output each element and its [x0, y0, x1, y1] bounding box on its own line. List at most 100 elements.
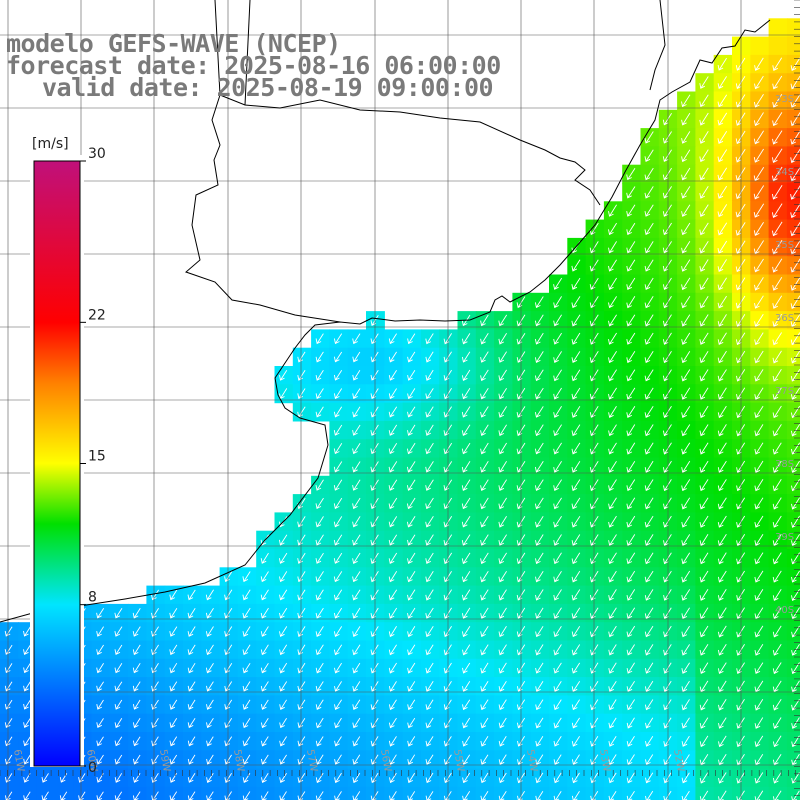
wind-arrow [534, 332, 544, 345]
wind-arrow [224, 717, 233, 729]
wind-arrow [717, 222, 728, 236]
wind-arrow [626, 296, 636, 309]
wind-arrow [571, 460, 581, 473]
wind-arrow [406, 442, 416, 455]
wind-arrow [718, 735, 727, 748]
wind-arrow [571, 625, 581, 638]
wind-arrow [114, 626, 123, 637]
wind-arrow [480, 644, 489, 656]
wind-arrow [535, 736, 544, 747]
wind-arrow [608, 772, 617, 784]
wind-arrow [151, 589, 159, 601]
wind-arrow [187, 607, 196, 619]
wind-arrow [644, 387, 654, 400]
wind-arrow [151, 736, 159, 747]
wind-arrow [791, 772, 800, 784]
wind-arrow [114, 608, 123, 619]
wind-arrow [553, 625, 562, 638]
wind-arrow [23, 644, 31, 655]
colorbar-tick-label: 15 [88, 449, 106, 465]
wind-arrow [498, 791, 507, 800]
wind-arrow [699, 167, 709, 181]
wind-arrow [315, 369, 324, 381]
wind-cell [713, 786, 733, 800]
wind-arrow [645, 735, 654, 747]
wind-arrow [772, 332, 782, 346]
wind-arrow [279, 754, 287, 765]
wind-arrow [352, 406, 361, 418]
wind-arrow [535, 534, 544, 546]
wind-arrow [753, 130, 764, 145]
wind-cell [73, 786, 93, 800]
wind-arrow [553, 314, 562, 327]
wind-arrow [297, 552, 306, 564]
wind-arrow [790, 350, 800, 364]
wind-arrow [535, 699, 544, 711]
wind-arrow [498, 314, 508, 327]
wind-arrow [261, 772, 269, 783]
wind-arrow [699, 405, 709, 419]
wind-arrow [169, 626, 178, 637]
wind-arrow [333, 424, 343, 436]
wind-arrow [535, 607, 544, 619]
wind-arrow [754, 717, 764, 729]
wind-arrow [571, 497, 581, 510]
wind-arrow [608, 442, 617, 455]
wind-arrow [169, 607, 178, 619]
wind-cell [311, 786, 330, 800]
wind-arrow [278, 552, 288, 564]
wind-arrow [772, 93, 783, 108]
wind-arrow [699, 735, 709, 748]
wind-arrow [206, 754, 214, 765]
wind-cell [622, 786, 642, 800]
wind-arrow [4, 663, 13, 674]
wind-arrow [772, 662, 782, 675]
wind-arrow [644, 369, 654, 382]
wind-cell [366, 786, 385, 800]
wind-arrow [315, 772, 324, 784]
wind-cell [91, 786, 111, 800]
wind-arrow [498, 625, 507, 638]
wind-arrow [462, 681, 471, 692]
wind-arrow [480, 387, 489, 400]
wind-arrow [681, 479, 691, 492]
wind-arrow [718, 680, 727, 693]
wind-arrow [407, 333, 416, 345]
wind-cell [786, 18, 800, 38]
wind-cell [384, 786, 404, 800]
wind-arrow [626, 222, 636, 236]
wind-arrow [480, 442, 489, 455]
wind-cell [237, 786, 257, 800]
wind-arrow [480, 717, 489, 729]
wind-arrow [407, 369, 416, 381]
wind-arrow [334, 772, 342, 784]
wind-arrow [206, 736, 214, 747]
wind-arrow [279, 589, 288, 601]
wind-arrow [754, 607, 764, 620]
wind-arrow [333, 497, 343, 510]
wind-arrow [571, 314, 581, 327]
wind-arrow [717, 625, 727, 638]
wind-arrow [352, 607, 361, 619]
wind-arrow [608, 699, 617, 711]
wind-arrow [151, 699, 159, 710]
wind-arrow [553, 754, 562, 765]
wind-arrow [699, 350, 709, 364]
wind-arrow [754, 698, 764, 711]
wind-arrow [242, 626, 251, 637]
wind-arrow [315, 626, 324, 637]
wind-arrow [132, 773, 141, 783]
wind-arrow [608, 204, 617, 217]
wind-arrow [480, 351, 489, 363]
wind-arrow [699, 589, 709, 601]
wind-cell [786, 786, 800, 800]
wind-cell [786, 457, 800, 477]
wind-arrow [388, 369, 397, 381]
wind-cell [292, 786, 312, 800]
wind-arrow [718, 772, 727, 784]
wind-arrow [461, 424, 471, 436]
wind-arrow [242, 662, 251, 674]
wind-arrow [407, 534, 416, 546]
wind-arrow [315, 406, 324, 418]
wind-arrow [388, 534, 398, 546]
